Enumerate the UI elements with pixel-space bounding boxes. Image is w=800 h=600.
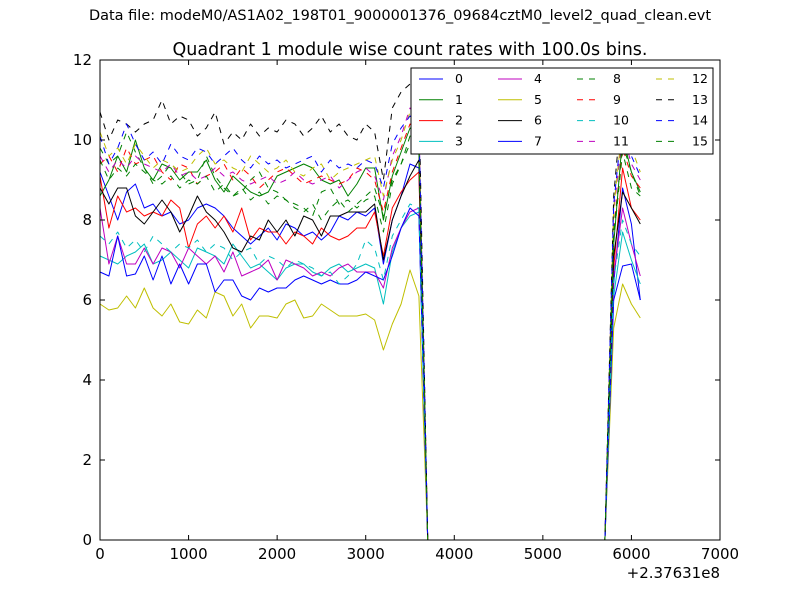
chart-title: Quadrant 1 module wise count rates with … (173, 40, 648, 60)
x-tick-label: 6000 (612, 545, 650, 563)
y-tick-label: 10 (73, 131, 92, 149)
y-tick-label: 12 (73, 51, 92, 69)
legend-label-5: 5 (534, 92, 542, 107)
legend-label-12: 12 (692, 71, 708, 86)
series-line-14 (99, 115, 641, 541)
legend-label-13: 13 (692, 92, 708, 107)
x-tick-label: 0 (95, 545, 105, 563)
legend-label-14: 14 (692, 113, 708, 128)
y-tick-label: 2 (82, 451, 92, 469)
legend-label-9: 9 (613, 92, 621, 107)
plot-area (99, 83, 641, 541)
series-line-8 (99, 131, 641, 541)
y-tick-label: 6 (82, 291, 92, 309)
series-line-12 (99, 111, 641, 541)
series-line-3 (99, 211, 641, 541)
y-tick-label: 4 (82, 371, 92, 389)
legend-label-3: 3 (455, 133, 463, 148)
series-line-2 (99, 167, 641, 541)
x-offset-label: +2.37631e8 (627, 564, 720, 582)
series-line-11 (99, 107, 641, 541)
series-line-10 (99, 203, 641, 541)
legend-label-7: 7 (534, 133, 542, 148)
legend-label-15: 15 (692, 133, 708, 148)
x-tick-label: 1000 (169, 545, 207, 563)
x-tick-label: 5000 (524, 545, 562, 563)
y-tick-label: 0 (82, 531, 92, 549)
legend-label-6: 6 (534, 113, 542, 128)
series-line-5 (99, 269, 641, 541)
legend-label-10: 10 (613, 113, 629, 128)
legend-label-2: 2 (455, 113, 463, 128)
x-tick-label: 2000 (258, 545, 296, 563)
series-line-7 (99, 207, 641, 541)
series-line-9 (99, 123, 641, 541)
x-tick-label: 4000 (435, 545, 473, 563)
legend-label-1: 1 (455, 92, 463, 107)
series-line-6 (99, 159, 641, 541)
series-line-13 (99, 83, 641, 541)
legend-label-0: 0 (455, 71, 463, 86)
x-tick-label: 7000 (701, 545, 739, 563)
x-tick-label: 3000 (347, 545, 385, 563)
figure-supertitle: Data file: modeM0/AS1A02_198T01_90000013… (88, 8, 712, 24)
y-tick-label: 8 (82, 211, 92, 229)
series-line-4 (99, 207, 641, 541)
series-line-15 (99, 135, 641, 541)
legend-label-8: 8 (613, 71, 621, 86)
series-line-1 (99, 127, 641, 541)
legend-label-4: 4 (534, 71, 542, 86)
legend-label-11: 11 (613, 133, 629, 148)
legend-box (410, 67, 714, 155)
